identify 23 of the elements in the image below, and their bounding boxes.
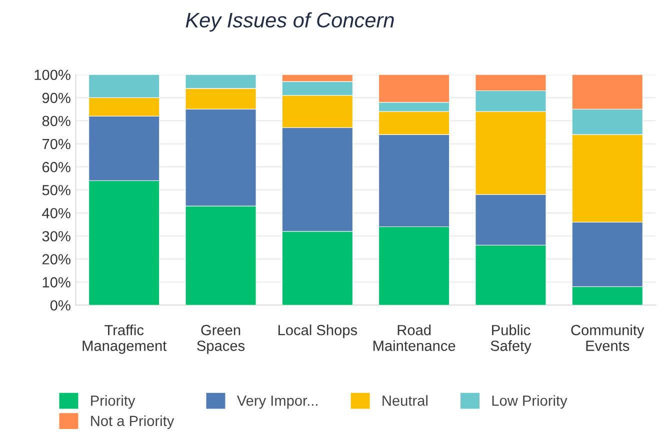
- x-tick-label: Local Shops: [278, 324, 358, 338]
- legend-label: Priority: [91, 395, 136, 409]
- y-tick-label: 10%: [42, 277, 70, 288]
- x-tick-label: Public Safety: [490, 324, 532, 354]
- y-tick-label: 50%: [42, 184, 70, 196]
- y-tick-label: 60%: [42, 162, 70, 172]
- y-tick-label: 0%: [50, 300, 70, 311]
- legend-label: Very Impor...: [236, 396, 318, 409]
- x-tick-label: Green Spaces: [197, 324, 245, 354]
- x-tick-label: Community Events: [571, 324, 644, 351]
- y-tick-label: 100%: [34, 70, 70, 80]
- y-tick-label: 30%: [42, 231, 70, 242]
- y-tick-label: 20%: [42, 254, 70, 264]
- x-tick-label: Road Maintenance: [374, 324, 456, 351]
- legend-label: Neutral: [382, 395, 428, 406]
- x-tick-label: Traffic Management: [82, 324, 167, 354]
- y-tick-label: 40%: [42, 208, 70, 218]
- legend-label: Not a Priority: [91, 415, 174, 429]
- y-tick-label: 70%: [42, 138, 70, 150]
- y-tick-label: 90%: [42, 92, 70, 104]
- chart-title: Key Issues of Concern: [186, 12, 394, 32]
- legend-label: Low Priority: [492, 395, 568, 409]
- y-tick-label: 80%: [42, 116, 70, 126]
